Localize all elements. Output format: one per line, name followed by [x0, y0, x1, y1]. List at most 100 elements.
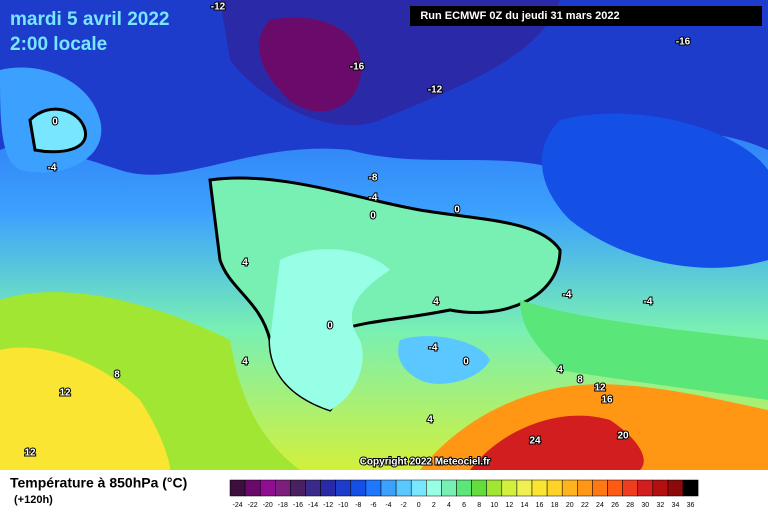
scale-label: 8: [477, 502, 481, 509]
scale-swatch: [531, 479, 548, 497]
contour-label: 4: [242, 258, 248, 269]
contour-label: 12: [24, 448, 36, 459]
run-box: [410, 6, 762, 26]
scale-label: -24: [232, 502, 242, 509]
time-label: 2:00 locale: [10, 34, 107, 55]
scale-swatch: [501, 479, 518, 497]
scale-label: -20: [263, 502, 273, 509]
scale-swatch: [320, 479, 336, 497]
scale-swatch: [652, 479, 669, 497]
scale-swatch: [471, 479, 487, 497]
contour-label: 4: [427, 415, 433, 426]
contour-label: 0: [454, 205, 460, 216]
scale-label: -14: [308, 502, 318, 509]
contour-label: -4: [644, 297, 653, 308]
color-scale: -24 -22 -20 -18 -16 -14 -12 -10 -8 -6 -4 -2 0 2 4 6 8 10 1…: [229, 479, 699, 509]
date-label: mardi 5 avril 2022: [10, 9, 170, 30]
scale-swatch: [365, 479, 382, 497]
scale-label: 24: [596, 502, 604, 509]
contour-label: 0: [463, 357, 469, 368]
scale-swatch: [561, 479, 578, 497]
scale-label: -12: [323, 502, 333, 509]
scale-swatch: [229, 479, 246, 497]
scale-swatch: [290, 479, 306, 497]
scale-swatch: [667, 479, 684, 497]
scale-swatch: [410, 479, 427, 497]
scale-swatch: [350, 479, 367, 497]
scale-swatch: [622, 479, 638, 497]
scale-label: 18: [551, 502, 559, 509]
scale-swatch: [380, 479, 397, 497]
scale-label: -6: [370, 502, 376, 509]
scale-label: 6: [462, 502, 466, 509]
scale-label: -10: [338, 502, 348, 509]
contour-label: -16: [676, 37, 691, 48]
contour-label: -4: [48, 163, 57, 174]
scale-label: 10: [490, 502, 498, 509]
contour-label: -4: [429, 343, 438, 354]
scale-swatch: [335, 479, 352, 497]
map: [0, 0, 768, 470]
scale-swatch: [592, 479, 608, 497]
run-label: Run ECMWF 0Z du jeudi 31 mars 2022: [420, 10, 619, 22]
scale-swatch: [305, 479, 321, 497]
scale-swatch: [395, 479, 412, 497]
scale-swatch: [244, 479, 261, 497]
contour-label: 4: [433, 297, 439, 308]
contour-label: -4: [563, 290, 572, 301]
contour-label: 0: [327, 321, 333, 332]
scale-swatch: [275, 479, 291, 497]
contour-label: -12: [428, 85, 443, 96]
contour-label: -8: [369, 173, 378, 184]
scale-swatch: [516, 479, 533, 497]
scale-label: -2: [401, 502, 407, 509]
scale-label: 2: [432, 502, 436, 509]
scale-label: -4: [385, 502, 391, 509]
scale-label: 34: [672, 502, 680, 509]
contour-label: -16: [350, 62, 365, 73]
scale-label: -16: [293, 502, 303, 509]
contour-label: 8: [577, 375, 583, 386]
scale-label: -18: [278, 502, 288, 509]
contour-label: 0: [52, 117, 58, 128]
scale-label: 36: [687, 502, 695, 509]
scale-label: 26: [611, 502, 619, 509]
scale-swatch: [259, 479, 276, 497]
contour-label: 8: [114, 370, 120, 381]
contour-label: 16: [601, 395, 613, 406]
contour-label: 4: [242, 357, 248, 368]
contour-label: -12: [211, 2, 226, 13]
scale-label: 0: [417, 502, 421, 509]
scale-swatch: [441, 479, 457, 497]
scale-label: 28: [626, 502, 634, 509]
copyright: Copyright 2022 Meteociel.fr: [360, 457, 491, 468]
scale-label: 12: [505, 502, 513, 509]
contour-label: 4: [557, 365, 563, 376]
contour-label: 12: [59, 388, 71, 399]
contour-labels: -12-16-16-120-4-8-400404-4-4-40481248121…: [23, 1, 691, 460]
scale-label: 32: [656, 502, 664, 509]
legend-title: Température à 850hPa (°C): [10, 475, 187, 491]
contour-label: 20: [617, 431, 629, 442]
contour-label: 0: [370, 211, 376, 222]
scale-swatch: [546, 479, 563, 497]
scale-label: -8: [355, 502, 361, 509]
scale-swatch: [637, 479, 654, 497]
scale-swatch: [456, 479, 472, 497]
scale-label: 30: [641, 502, 649, 509]
scale-swatch: [486, 479, 503, 497]
scale-label: 22: [581, 502, 589, 509]
scale-label: -22: [248, 502, 258, 509]
scale-label: 20: [566, 502, 574, 509]
scale-label: 14: [521, 502, 529, 509]
scale-swatch: [607, 479, 623, 497]
contour-label: -4: [369, 193, 378, 204]
scale-swatch: [426, 479, 442, 497]
contour-label: 24: [529, 436, 541, 447]
scale-label: 16: [536, 502, 544, 509]
legend-subtitle: (+120h): [14, 494, 53, 506]
contour-label: 12: [594, 383, 606, 394]
scale-swatch: [577, 479, 593, 497]
scale-swatch: [682, 479, 699, 497]
